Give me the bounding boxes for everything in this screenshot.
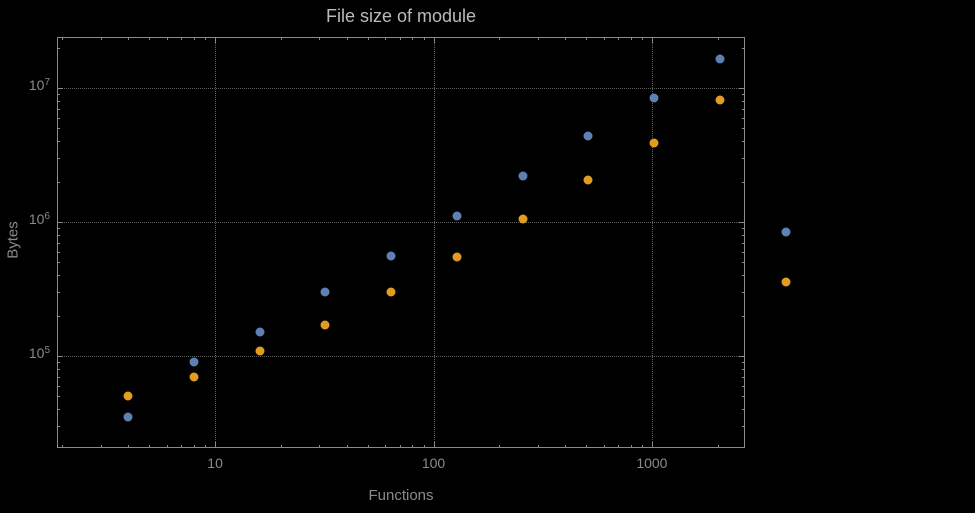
orange-series-point [781, 277, 791, 286]
x-tick-label: 1000 [636, 455, 668, 471]
chart-title: File size of module [325, 6, 477, 26]
x-axis-label: Functions [368, 487, 434, 504]
y-tick-label: 105 [28, 345, 50, 361]
y-axis-label: Bytes [4, 221, 22, 259]
plot-frame [57, 37, 745, 448]
blue-series-point [781, 227, 791, 236]
x-tick-label: 100 [421, 455, 446, 471]
y-tick-label: 107 [28, 77, 50, 93]
x-tick-label: 10 [207, 455, 223, 471]
